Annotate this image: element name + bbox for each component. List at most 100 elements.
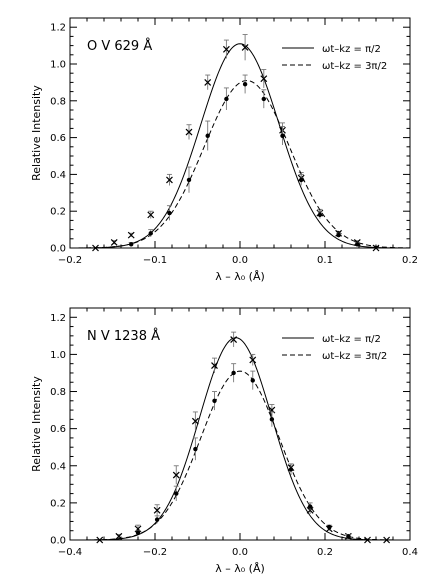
y-axis-label: Relative Intensity	[30, 85, 43, 181]
x-marker-stroke	[383, 536, 391, 544]
y-axis-label: Relative Intensity	[30, 376, 43, 472]
panel-title: N V 1238 Å	[87, 328, 160, 344]
data-point-dot	[167, 210, 172, 216]
y-tick-label: 1.2	[50, 23, 66, 34]
y-tick-label: 0.2	[50, 498, 66, 509]
y-tick-label: 1.2	[50, 313, 66, 324]
x-tick-label: −0.4	[58, 547, 82, 558]
x-marker-stroke	[260, 75, 268, 83]
data-point-x	[211, 362, 218, 369]
data-point-dot	[174, 491, 179, 496]
data-point-dot	[224, 96, 229, 102]
data-point-dot	[250, 378, 255, 383]
x-marker-stroke	[147, 211, 155, 219]
data-point-dot	[355, 242, 360, 247]
data-point-dot	[129, 242, 134, 247]
y-tick-label: 0.6	[50, 133, 66, 144]
y-tick-label: 0.8	[50, 387, 66, 398]
data-point-x	[260, 75, 268, 83]
series-fit-line	[69, 370, 411, 541]
x-marker-stroke	[153, 506, 161, 514]
series-dashed	[69, 363, 411, 541]
data-point-x	[364, 536, 371, 544]
x-marker-stroke	[222, 45, 230, 53]
data-point-dot	[336, 232, 341, 238]
x-tick-label: 0.4	[402, 547, 418, 558]
data-point-dot	[212, 398, 217, 403]
legend: ωt–kz = π/2 ωt–kz = 3π/2	[282, 334, 387, 362]
data-point-dot	[307, 504, 313, 509]
x-marker-stroke	[249, 356, 257, 364]
x-marker-stroke	[185, 128, 193, 136]
legend-label: ωt–kz = 3π/2	[322, 61, 387, 72]
data-point-dot	[193, 446, 198, 452]
data-point-x	[230, 336, 238, 343]
x-tick-label: 0.1	[317, 255, 333, 266]
panel-top: −0.2 −0.1 0.0 0.1 0.2 0.0 0.2 0.4 0.6 0.8 1.0 1.2 λ …	[30, 17, 418, 283]
series-solid	[70, 331, 410, 544]
data-point-dot	[148, 231, 153, 236]
x-marker-stroke	[204, 78, 212, 86]
x-tick-label: 0.2	[402, 255, 418, 266]
x-marker-stroke	[172, 471, 180, 479]
y-tick-label: 0.8	[50, 96, 66, 107]
series-fit-line	[70, 80, 411, 249]
x-tick-label: 0.0	[232, 547, 248, 558]
data-point-x	[153, 506, 161, 514]
x-marker-stroke	[241, 44, 249, 51]
data-point-dot	[135, 530, 141, 535]
x-tick-label: −0.1	[143, 255, 167, 266]
data-point-x	[249, 356, 257, 364]
panel-bottom: −0.4 −0.2 0.0 0.2 0.4 0.0 0.2 0.4 0.6 0.8 1.0 1.2 λ …	[30, 307, 418, 575]
data-point-x	[166, 176, 173, 184]
y-tick-label: 0.6	[50, 424, 66, 435]
y-tick-label: 1.0	[50, 60, 66, 71]
data-point-x	[222, 45, 230, 53]
data-point-x	[172, 471, 180, 479]
x-marker-stroke	[110, 239, 118, 246]
data-point-x	[204, 78, 212, 86]
legend-label: ωt–kz = 3π/2	[322, 351, 387, 362]
y-tick-label: 0.2	[50, 207, 66, 218]
x-tick-label: −0.2	[143, 547, 167, 558]
data-point-x	[110, 239, 118, 246]
data-point-x	[96, 536, 104, 544]
data-point-dot	[269, 417, 275, 422]
x-marker-stroke	[230, 336, 238, 343]
x-marker-stroke	[364, 536, 371, 544]
x-marker-stroke	[127, 231, 135, 239]
x-tick-label: 0.2	[317, 547, 333, 558]
data-point-dot	[242, 82, 248, 87]
series-dashed	[70, 74, 411, 249]
data-point-dot	[346, 534, 351, 539]
series-fit-line	[70, 337, 410, 541]
series-fit-line	[70, 43, 410, 249]
x-marker-stroke	[96, 536, 104, 544]
x-marker-stroke	[115, 532, 123, 540]
y-tick-label: 0.0	[50, 536, 66, 547]
data-point-dot	[317, 212, 323, 218]
legend-label: ωt–kz = π/2	[322, 44, 381, 55]
data-point-x	[383, 536, 391, 544]
data-point-dot	[261, 96, 266, 102]
data-point-dot	[186, 177, 192, 183]
data-point-dot	[288, 467, 294, 472]
data-point-dot	[154, 517, 160, 522]
y-tick-label: 1.0	[50, 350, 66, 361]
data-point-dot	[299, 177, 304, 183]
data-point-dot	[327, 524, 332, 530]
panel-title: O V 629 Å	[87, 38, 152, 54]
data-point-dot	[280, 133, 285, 138]
data-point-x	[147, 211, 155, 219]
x-tick-label: −0.2	[58, 255, 82, 266]
x-marker-stroke	[211, 362, 218, 369]
x-marker-stroke	[372, 244, 380, 252]
data-point-x	[127, 231, 135, 239]
x-axis-label: λ – λ₀ (Å)	[215, 270, 265, 283]
legend-label: ωt–kz = π/2	[322, 334, 381, 345]
y-tick-label: 0.0	[50, 244, 66, 255]
data-point-dot	[231, 370, 236, 376]
data-point-dot	[205, 133, 210, 138]
